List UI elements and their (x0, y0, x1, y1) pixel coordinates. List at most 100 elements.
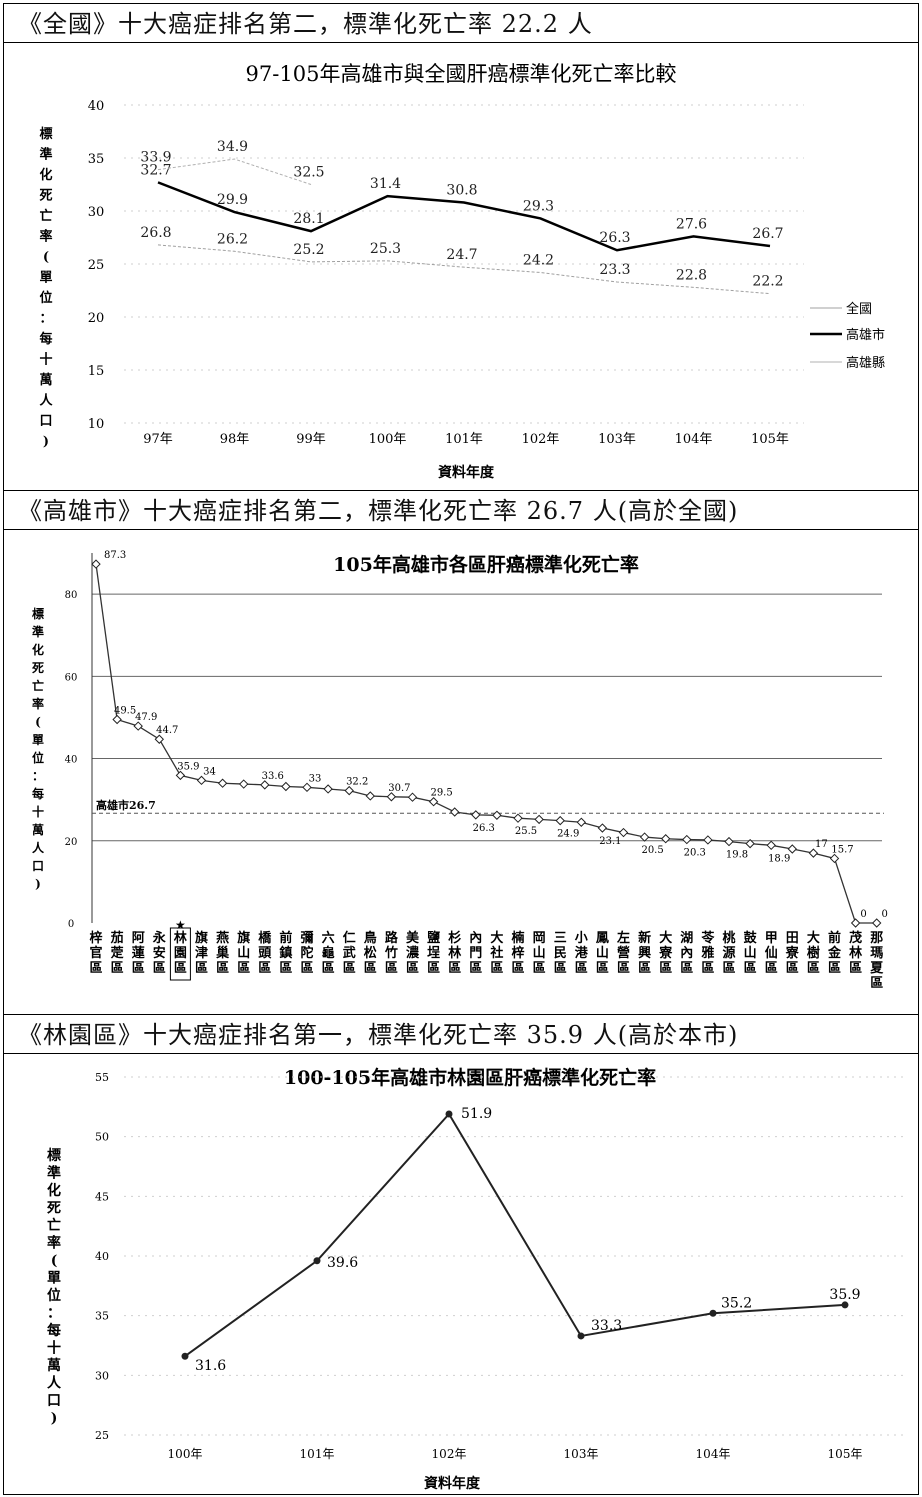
chart2-xtick-label: 桃 (722, 930, 735, 946)
chart2-data-label: 30.7 (388, 783, 410, 794)
chart2-xtick-label: 區 (511, 961, 524, 976)
chart2-xtick-label: 區 (533, 961, 546, 976)
chart2-xtick-label: 林 (849, 945, 862, 961)
chart2-xtick-label: 區 (153, 961, 166, 976)
chart2-xtick-label: 樹 (807, 945, 820, 961)
chart1-data-label: 30.8 (446, 183, 477, 199)
chart2-ylabel-char: 萬 (32, 822, 44, 837)
chart3-ylabel-char: 位 (47, 1287, 61, 1304)
chart2-ylabel-char: 率 (32, 696, 44, 711)
chart2-xtick-label: 大 (807, 930, 820, 946)
chart2-xtick-label: 夏 (869, 961, 884, 976)
chart2-data-point (365, 791, 376, 801)
chart2-xtick-label: 松 (364, 945, 377, 961)
chart2-xtick-label: 區 (111, 961, 124, 976)
chart2-data-label: 32.2 (346, 777, 368, 788)
chart2-ylabel-char: 死 (32, 661, 44, 675)
chart1-ytick-label: 40 (88, 99, 105, 114)
chart3-ylabel-char: 人 (47, 1375, 62, 1392)
chart1-ytick-label: 20 (88, 311, 105, 326)
chart1-xlabel: 資料年度 (438, 464, 495, 481)
chart3-ylabel-char: 標 (47, 1147, 61, 1164)
chart2-xtick-label: 區 (364, 961, 377, 976)
chart3-xtick-label: 103年 (564, 1447, 599, 1461)
chart1-ylabel-char: ) (43, 435, 49, 450)
chart2-data-label: 0 (860, 909, 866, 920)
chart2-reference-label: 高雄市26.7 (96, 798, 156, 812)
chart2-data-label: 29.5 (430, 788, 452, 799)
chart2-ylabel-char: 準 (32, 624, 44, 639)
chart2-xtick-label: 港 (575, 945, 589, 961)
chart-linyuan-trend: 100-105年高雄市林園區肝癌標準化死亡率 25 30 35 40 45 50 55 100年… (4, 1054, 918, 1493)
chart2-xtick-label: 區 (870, 976, 883, 991)
chart2-data-point (597, 823, 608, 833)
chart2-xtick-label: 仁 (343, 930, 356, 946)
chart3-ylabel-char: ： (47, 1306, 61, 1322)
chart2-xtick-label: 營 (617, 945, 630, 961)
chart2-xtick-label: 茄 (110, 930, 124, 946)
chart2-ytick-label: 20 (65, 837, 78, 848)
chart2-xtick-label: 區 (279, 961, 292, 976)
chart2-data-point (471, 810, 481, 820)
chart2-data-point (745, 838, 755, 849)
chart3-xlabel: 資料年度 (424, 1475, 481, 1492)
chart2-ylabel-char: 口 (32, 859, 44, 873)
chart2-data-point (217, 778, 228, 788)
chart2-xtick-label: 內 (680, 945, 693, 961)
chart2-xtick-label: 區 (132, 961, 145, 976)
chart3-data-label: 35.9 (829, 1287, 860, 1303)
chart2-data-point (829, 853, 840, 864)
chart2-xtick-label: 內 (469, 930, 482, 946)
chart1-xtick-label: 98年 (220, 432, 250, 447)
chart2-xtick-label: 區 (490, 961, 503, 976)
chart3-svg: 100-105年高雄市林園區肝癌標準化死亡率 25 30 35 40 45 50 55 100年… (46, 1066, 904, 1492)
chart2-data-point (808, 848, 819, 858)
chart3-ytick-label: 45 (95, 1190, 109, 1203)
chart2-title: 105年高雄市各區肝癌標準化死亡率 (333, 553, 639, 576)
chart2-data-point (576, 817, 587, 827)
chart2-xtick-label: 區 (828, 961, 841, 976)
chart2-ytick-label: 80 (65, 590, 78, 601)
chart3-ylabel-char: 化 (47, 1182, 61, 1199)
chart2-data-point (407, 792, 418, 802)
chart1-xtick-label: 97年 (143, 432, 173, 447)
chart2-data-label: 23.1 (599, 836, 621, 847)
chart1-data-label: 26.7 (752, 226, 783, 242)
chart2-xtick-label: 鳥 (364, 930, 377, 946)
linyuan-header: 《林園區》十大癌症排名第一，標準化死亡率 35.9 人(高於本市) (4, 1014, 918, 1054)
chart2-ylabel-char: ： (32, 769, 44, 783)
chart2-series-line (95, 564, 877, 924)
chart2-data-label: 19.8 (726, 850, 748, 861)
chart2-xtick-label: 陀 (300, 945, 313, 961)
chart2-xtick-label: 區 (617, 961, 630, 976)
chart2-xtick-label: 鼓 (744, 930, 758, 946)
chart2-data-label: 35.9 (177, 761, 199, 772)
chart2-xtick-label: 區 (237, 961, 250, 976)
chart1-ylabel-char: ： (39, 312, 52, 327)
chart3-ylabel-char: 死 (46, 1201, 61, 1217)
chart1-ytick-label: 30 (88, 205, 105, 220)
chart2-xtick-label: 那 (870, 931, 883, 946)
chart2-xtick-label: 區 (469, 961, 482, 976)
chart2-xtick-label: 六 (322, 930, 335, 946)
chart2-xtick-label: 三 (554, 931, 567, 946)
chart2-xtick-label: 金 (827, 945, 842, 961)
chart2-xtick-label: 大 (490, 930, 503, 946)
chart3-series-line (184, 1112, 846, 1358)
chart2-xtick-label: 大 (659, 930, 672, 946)
chart2-xtick-label: 林 (448, 945, 461, 961)
chart3-data-label: 33.3 (591, 1318, 622, 1334)
chart2-xtick-label: 龜 (322, 945, 335, 961)
chart1-data-label: 29.3 (523, 198, 554, 214)
chart1-ylabel-char: 單 (39, 271, 52, 286)
chart2-data-label: 0 (882, 909, 888, 920)
chart2-data-label: 44.7 (156, 725, 178, 736)
chart2-xtick-label: 梓 (511, 945, 524, 961)
chart3-ytick-label: 25 (95, 1429, 109, 1442)
chart2-data-point (703, 835, 713, 845)
chart2-ytick-label: 40 (65, 755, 78, 766)
chart2-xtick-label: 旗 (237, 930, 250, 946)
chart2-xtick-label: 區 (680, 961, 693, 976)
chart2-xtick-label: 燕 (216, 930, 229, 946)
chart1-ylabel-char: 位 (39, 290, 52, 306)
